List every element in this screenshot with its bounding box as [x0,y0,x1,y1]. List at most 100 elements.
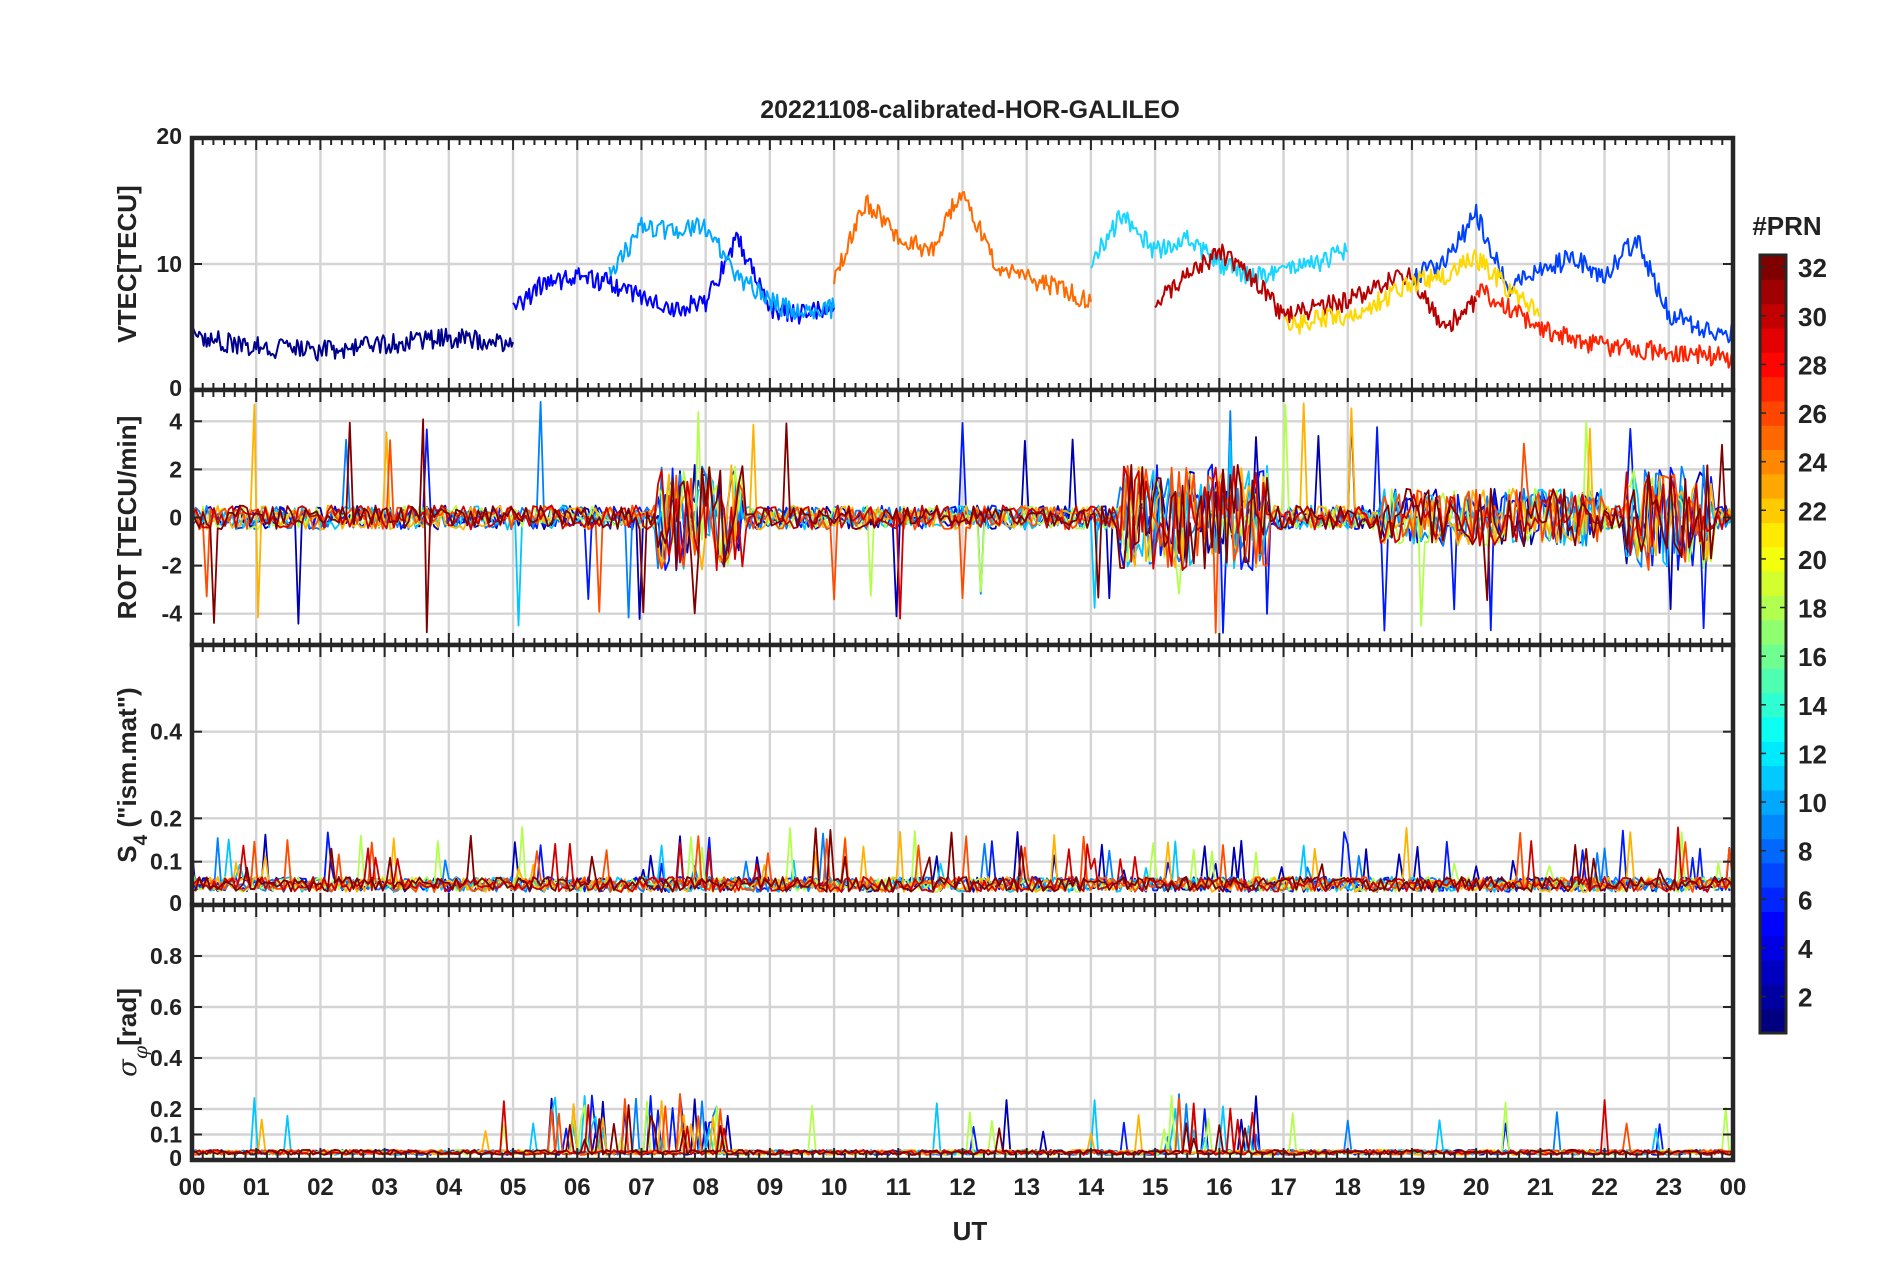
colorbar-tick-label: 32 [1798,253,1827,283]
colorbar-segment [1760,1008,1786,1034]
colorbar-segment [1760,668,1786,694]
x-tick-label: 03 [371,1174,398,1201]
x-tick-label: 01 [243,1174,270,1201]
colorbar-segment [1760,522,1786,548]
colorbar-tick-label: 2 [1798,983,1812,1013]
chart-title: 20221108-calibrated-HOR-GALILEO [760,96,1180,124]
y-axis-label: ROT [TECU/min] [112,416,142,620]
colorbar-segment [1760,619,1786,645]
x-tick-label: 12 [949,1174,976,1201]
x-tick-label: 02 [307,1174,334,1201]
series-line [191,465,1734,620]
x-tick-label: 20 [1463,1174,1490,1201]
colorbar-tick-label: 8 [1798,837,1812,867]
colorbar-frame [1758,253,1788,1035]
colorbar-segment [1760,716,1786,742]
y-tick-label: 2 [169,456,182,482]
series-line [1090,209,1348,288]
colorbar-segment [1760,862,1786,888]
series-line [191,326,514,362]
x-tick-label: 09 [757,1174,784,1201]
panel-vtec: 0 10 20 VTEC[TECU] [112,123,1736,401]
y-tick-label: 0.6 [150,994,182,1020]
x-tick-label: 17 [1270,1174,1297,1201]
series-line [1282,249,1542,335]
series-line [191,827,1734,893]
y-label-main: σ [113,1058,143,1077]
y-label-rest: ("ism.mat") [112,687,142,834]
y-ticks: 0 10 20 [156,123,1733,401]
x-tick-label: 00 [1720,1174,1747,1201]
x-tick-label: 10 [821,1174,848,1201]
colorbar-tick-label: 20 [1798,545,1827,575]
colorbar-tick-label: 28 [1798,350,1827,380]
x-tick-label: 00 [179,1174,206,1201]
colorbar-tick-label: 22 [1798,496,1827,526]
y-label-sub: 4 [131,834,152,845]
y-tick-label: -2 [162,553,182,579]
x-tick-label: 14 [1078,1174,1105,1201]
colorbar-tick-label: 18 [1798,594,1827,624]
colorbar-segment [1760,376,1786,402]
colorbar-tick-label: 14 [1798,691,1827,721]
series-line [191,826,1734,893]
x-minor-ticks [201,905,1724,1160]
y-tick-label: 0.8 [150,943,182,969]
series-line [1475,283,1734,369]
y-axis-label: VTEC[TECU] [112,185,142,342]
colorbar-tick-label: 12 [1798,739,1827,769]
y-tick-label: 10 [156,251,182,277]
colorbar-tick-label: 16 [1798,642,1827,672]
colorbar-tick-label: 30 [1798,302,1827,332]
x-tick-label: 21 [1527,1174,1554,1201]
colorbar-tick-label: 24 [1798,448,1827,478]
series-line [191,827,1734,893]
x-tick-label: 05 [500,1174,527,1201]
y-tick-label: 0 [169,1145,182,1171]
series-line [1154,243,1478,333]
y-tick-label: 0 [169,375,182,401]
x-tick-label: 16 [1206,1174,1233,1201]
y-label-rest: [rad] [112,988,142,1046]
y-tick-label: 0 [169,890,182,916]
series-line [833,191,1092,309]
y-tick-label: 0.2 [150,1096,182,1122]
x-tick-label: 19 [1399,1174,1426,1201]
colorbar-tick-label: 4 [1798,934,1813,964]
panel-sigma_phi: 00.10.2 0.4 0.6 0.8 σφ[rad] [112,902,1736,1171]
x-tick-label: 15 [1142,1174,1169,1201]
grid [192,138,1733,390]
data-lines [191,826,1734,893]
x-tick-labels: 00 01 02 03 04 05 06 07 08 09 10 11 12 13 14 15 16 17 18 19… [179,1174,1747,1201]
series-line [608,216,836,320]
x-tick-label: 18 [1334,1174,1361,1201]
y-tick-label: 4 [169,408,182,434]
panel-rot: -4 -2 0 2 4 ROT [TECU/min] [112,387,1736,648]
colorbar-tick-label: 10 [1798,788,1827,818]
y-ticks: 00.10.2 0.4 0.6 0.8 [150,943,1733,1171]
x-tick-label: 13 [1013,1174,1040,1201]
colorbar-segment [1760,911,1786,937]
x-tick-label: 07 [628,1174,655,1201]
y-tick-label: 0.2 [150,805,182,831]
y-tick-label: -4 [162,601,183,627]
y-tick-label: 20 [156,123,182,149]
colorbar-segment [1760,571,1786,596]
y-label-main: S [112,845,142,862]
series-line [191,418,1734,634]
y-tick-label: 0.4 [150,719,182,745]
colorbar-label: #PRN [1752,211,1821,241]
x-tick-label: 08 [692,1174,719,1201]
colorbar-tick-label: 6 [1798,885,1812,915]
colorbar-segment [1760,327,1786,353]
x-tick-label: 22 [1591,1174,1618,1201]
colorbar-segment [1760,473,1786,499]
y-label-sub: φ [130,1045,152,1059]
series-line [1411,203,1734,344]
y-axis-label: S4 ("ism.mat") [112,687,152,862]
panel-s4: 00.10.20.4S4 ("ism.mat") [112,642,1736,916]
y-tick-label: 0.4 [150,1045,182,1071]
y-ticks: -4 -2 0 2 4 [162,408,1733,627]
